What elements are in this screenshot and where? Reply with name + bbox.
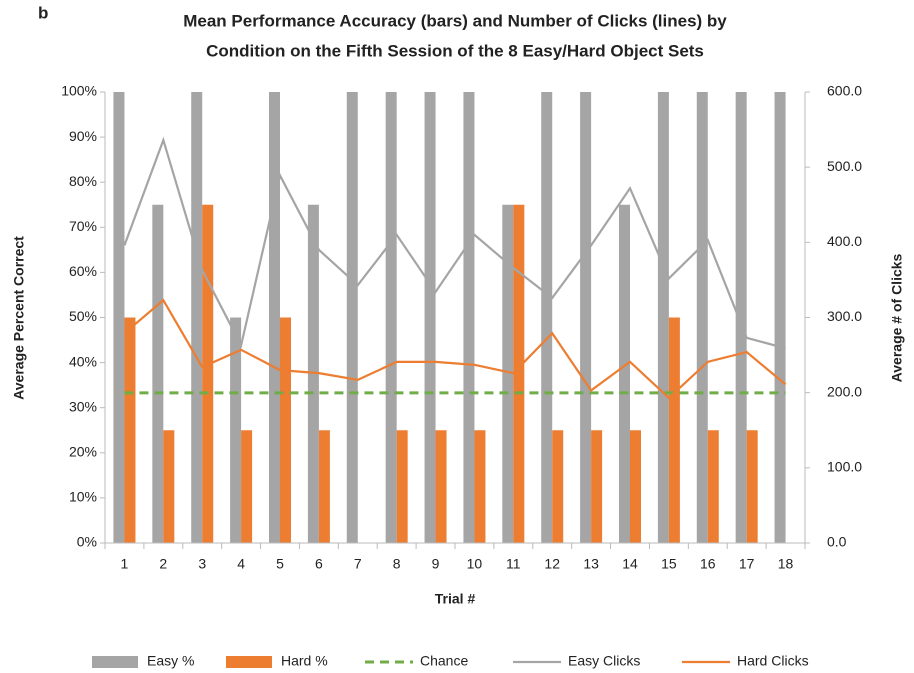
y2-tick-label: 300.0 [827,308,862,324]
x-tick-label: 3 [198,556,206,572]
legend-label: Easy % [147,653,194,669]
bar [241,430,253,543]
bar [707,430,719,543]
bar [191,92,203,543]
y2-tick-label: 100.0 [827,459,862,475]
y-tick-label: 90% [69,128,97,144]
chart-title: Mean Performance Accuracy (bars) and Num… [183,11,727,30]
x-tick-label: 12 [544,556,560,572]
y-tick-label: 10% [69,489,97,505]
bar [657,92,669,543]
bar [630,430,641,543]
y-tick-label: 20% [69,444,97,460]
y-tick-label: 50% [69,308,97,324]
x-tick-label: 8 [393,556,401,572]
bar [424,92,436,543]
legend-label: Hard Clicks [737,653,809,669]
bar [474,430,486,543]
x-tick-label: 17 [739,556,755,572]
y2-tick-label: 500.0 [827,158,862,174]
bar [591,430,603,543]
y-axis-label: Average Percent Correct [11,236,27,400]
bar [619,204,630,543]
x-tick-label: 7 [354,556,362,572]
bar [435,430,447,543]
x-tick-label: 13 [583,556,599,572]
legend-label: Chance [420,653,468,669]
x-tick-label: 15 [661,556,677,572]
x-tick-label: 5 [276,556,284,572]
legend-label: Hard % [281,653,328,669]
legend-label: Easy Clicks [568,653,640,669]
bar [541,92,553,543]
x-tick-label: 14 [622,556,638,572]
panel-label: b [38,3,48,22]
y-tick-label: 70% [69,218,97,234]
chart-title: Condition on the Fifth Session of the 8 … [206,41,704,60]
bar [774,92,786,543]
bar [396,430,408,543]
y2-axis-label: Average # of Clicks [889,253,905,382]
x-axis-label: Trial # [435,591,476,607]
y-tick-label: 80% [69,173,97,189]
y-tick-label: 60% [69,263,97,279]
bar [668,317,680,543]
x-tick-label: 18 [778,556,794,572]
bar [280,317,291,543]
x-tick-label: 6 [315,556,323,572]
y-tick-label: 30% [69,398,97,414]
bar [735,92,747,543]
line-series [123,298,787,400]
bar [113,92,125,543]
y2-tick-label: 400.0 [827,233,862,249]
line-series [123,136,786,350]
y-tick-label: 40% [69,353,97,369]
x-tick-label: 9 [432,556,440,572]
x-tick-label: 1 [121,556,129,572]
x-tick-label: 10 [467,556,483,572]
x-tick-label: 11 [506,556,521,572]
bar [463,92,475,543]
bar [580,92,592,543]
bar [202,204,214,543]
bar [552,430,564,543]
x-tick-label: 16 [700,556,716,572]
bar [502,204,514,543]
bar [230,317,242,543]
y-tick-label: 100% [61,83,97,99]
bar [746,430,758,543]
bar [152,204,164,543]
x-tick-label: 2 [159,556,167,572]
bar [385,92,397,543]
bar [513,204,525,543]
legend-swatch [92,656,138,668]
bar [307,204,319,543]
legend-swatch [226,656,272,668]
y2-tick-label: 600.0 [827,83,862,99]
x-tick-label: 4 [237,556,245,572]
bar [318,430,330,543]
bar [269,92,280,543]
bar [124,317,136,543]
bar [346,92,358,543]
y2-tick-label: 0.0 [827,534,847,550]
bar [696,92,708,543]
y-tick-label: 0% [77,534,97,550]
y2-tick-label: 200.0 [827,383,862,399]
bar [163,430,175,543]
